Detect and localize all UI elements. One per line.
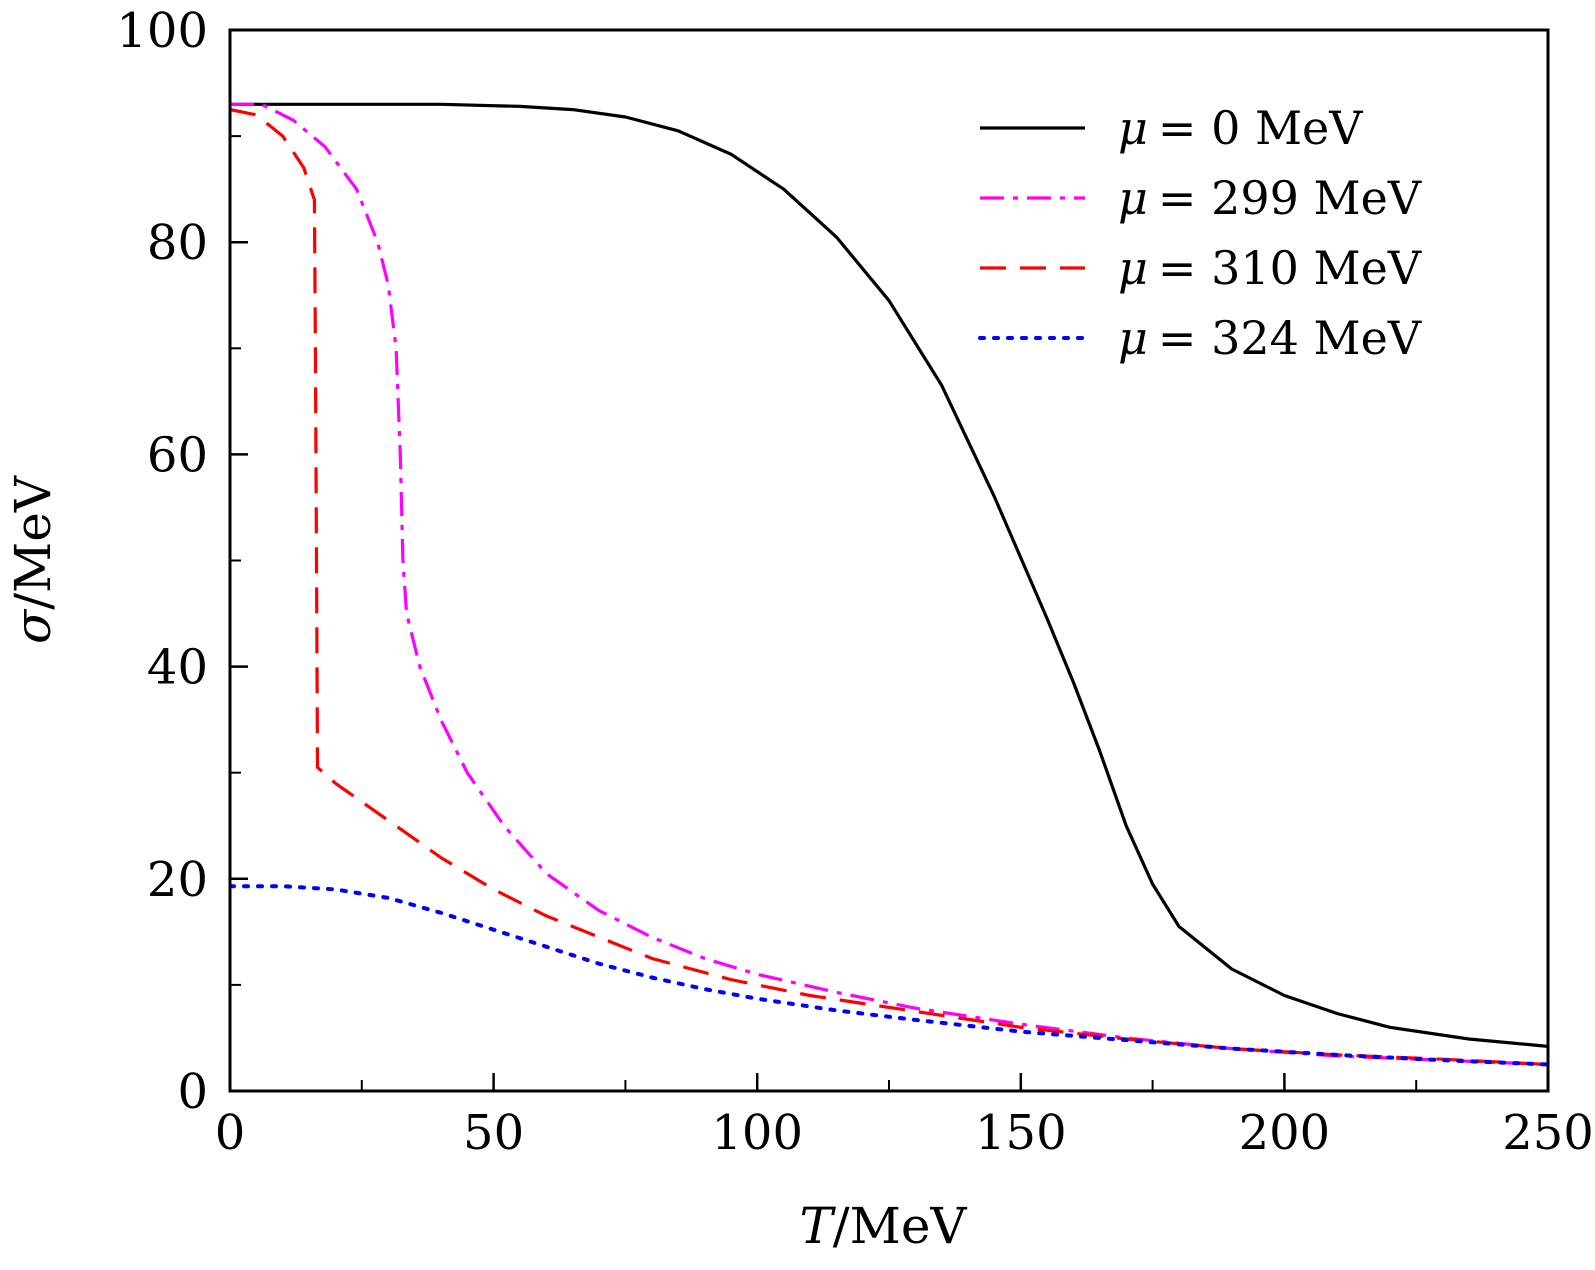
series-line-2 (230, 108, 1548, 1067)
x-tick-label: 0 (215, 1105, 246, 1161)
series-line-0 (230, 102, 1548, 1048)
x-axis-symbol: T (799, 1197, 836, 1255)
x-axis-unit: /MeV (833, 1197, 968, 1255)
legend-label: μ = 299 MeV (1118, 171, 1422, 225)
x-tick-label: 250 (1502, 1105, 1594, 1161)
legend-item-1: μ = 299 MeV (980, 171, 1422, 225)
legend-label: μ = 0 MeV (1118, 101, 1363, 155)
series-line-1 (230, 102, 1548, 1067)
y-tick-label: 20 (147, 852, 208, 908)
legend-symbol: μ (1118, 101, 1148, 155)
legend-symbol: μ (1118, 241, 1148, 295)
legend-symbol: μ (1118, 171, 1148, 225)
tick-labels: 0 50 100 150 200 250 0 20 40 60 80 100 (116, 3, 1593, 1161)
y-tick-label: 80 (147, 215, 208, 271)
y-tick-label: 100 (116, 3, 208, 59)
series-layer (230, 102, 1548, 1067)
legend-label: μ = 324 MeV (1118, 311, 1422, 365)
legend-value: = 299 MeV (1158, 171, 1422, 225)
y-tick-label: 60 (147, 427, 208, 483)
x-tick-label: 200 (1239, 1105, 1331, 1161)
x-tick-label: 100 (711, 1105, 803, 1161)
legend-item-0: μ = 0 MeV (980, 101, 1363, 155)
y-tick-label: 0 (177, 1064, 208, 1120)
legend-value: = 324 MeV (1158, 311, 1422, 365)
x-axis-label: T/MeV (799, 1197, 967, 1255)
legend-label: μ = 310 MeV (1118, 241, 1422, 295)
legend-item-2: μ = 310 MeV (980, 241, 1422, 295)
y-axis-symbol: σ (4, 608, 62, 644)
series-line-3 (230, 884, 1548, 1067)
legend-symbol: μ (1118, 311, 1148, 365)
y-axis-label: σ/MeV (4, 475, 62, 644)
x-tick-label: 50 (463, 1105, 524, 1161)
legend-value: = 310 MeV (1158, 241, 1422, 295)
y-axis-unit: /MeV (4, 475, 62, 610)
plot-frame (228, 28, 1550, 1093)
y-tick-label: 40 (147, 640, 208, 696)
legend-item-3: μ = 324 MeV (978, 311, 1422, 365)
legend-value: = 0 MeV (1158, 101, 1363, 155)
x-tick-label: 150 (975, 1105, 1067, 1161)
